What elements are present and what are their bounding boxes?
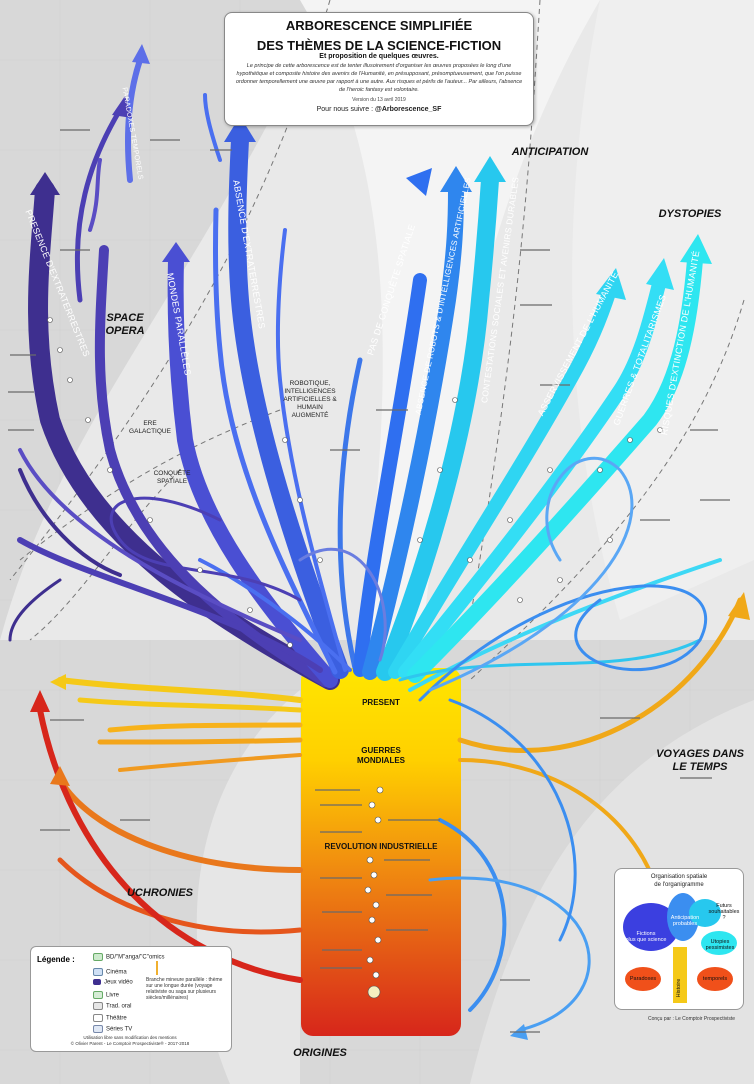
- trunk-label-present: PRESENT: [362, 698, 400, 707]
- title-line-1: ARBORESCENCE SIMPLIFIÉE: [285, 18, 473, 33]
- legend-item-bd: BD/"M"anga/"C"omics: [93, 953, 165, 961]
- org-diagram: [623, 893, 737, 1003]
- legend-item-cinema: Cinéma: [93, 968, 127, 976]
- org-label-fictions: Fictions plus que science: [625, 931, 667, 943]
- legend-branch-sample: [156, 961, 158, 975]
- title-box: ARBORESCENCE SIMPLIFIÉE DES THÈMES DE LA…: [224, 12, 534, 126]
- org-label-anticipation: Anticipation probables: [670, 915, 700, 927]
- book-icon: [93, 953, 103, 961]
- region-dystopies: DYSTOPIES: [658, 208, 722, 220]
- region-space-opera: SPACE OPERA: [105, 312, 145, 337]
- org-label-histoire: Histoire: [676, 978, 682, 998]
- follow-handle-link[interactable]: @Arborescence_SF: [375, 106, 442, 113]
- org-anticipation-shape: [667, 893, 699, 941]
- org-box: Organisation spatiale de l'organigramme …: [614, 868, 744, 1010]
- credit-line-1: Utilisation libre sans modification des …: [83, 1035, 177, 1040]
- credit-line-2: © Olivier Parent - Le Comptoir Prospecti…: [70, 1041, 190, 1046]
- label-robotique: ROBOTIQUE, INTELLIGENCES ARTIFICIELLES &…: [283, 380, 337, 419]
- org-utopies-shape: [701, 931, 737, 955]
- gamepad-icon: [93, 979, 101, 985]
- region-uchronies: UCHRONIES: [126, 887, 193, 899]
- legend-title: Légende :: [37, 955, 75, 964]
- legend-item-jeux-video: Jeux vidéo: [93, 979, 133, 986]
- org-temporels-shape: [697, 967, 733, 991]
- org-futurs-shape: [689, 899, 721, 927]
- org-label-utopies: Utopies pessimistes: [705, 939, 735, 951]
- org-paradoxes-shape: [625, 967, 661, 991]
- open-book-icon: [93, 991, 103, 999]
- cyan-branches: [376, 171, 722, 692]
- region-voyages-temps: VOYAGES DANS LE TEMPS: [656, 748, 744, 773]
- follow-text: Pour nous suivre : @Arborescence_SF: [225, 106, 533, 113]
- legend-box: Légende : BD/"M"anga/"C"omics Cinéma Jeu…: [30, 946, 232, 1052]
- legend-item-livre: Livre: [93, 991, 119, 999]
- legend-item-theatre: Théâtre: [93, 1014, 127, 1022]
- tv-icon: [93, 1025, 103, 1033]
- space-opera-arrowheads: [30, 44, 190, 262]
- subtitle: Et proposition de quelques œuvres.: [319, 53, 439, 60]
- label-conquete-spatiale: CONQUÊTE SPATIALE: [153, 470, 191, 485]
- legend-item-series-tv: Séries TV: [93, 1025, 132, 1033]
- title-line-2: DES THÈMES DE LA SCIENCE-FICTION: [256, 38, 502, 53]
- trunk-timeline: [301, 668, 461, 1036]
- intro-text: Le principe de cette arborescence est de…: [235, 63, 523, 93]
- speech-icon: [93, 1002, 103, 1010]
- credit-text: Utilisation libre sans modification des …: [30, 1035, 230, 1047]
- org-label-futurs: Futurs souhaitables ?: [708, 903, 740, 921]
- org-label-paradoxes: Paradoxes: [629, 976, 657, 982]
- trunk-label-guerres-mondiales: GUERRES MONDIALES: [357, 746, 405, 765]
- legend-branch-note: Branche mineure parallèle : thème sur un…: [146, 977, 223, 1001]
- label-ere-galactique: ERE GALACTIQUE: [129, 420, 171, 435]
- region-origines: ORIGINES: [293, 1047, 347, 1059]
- work-markers: [47, 317, 663, 999]
- film-icon: [93, 968, 103, 976]
- org-label-temporels: temporels: [702, 976, 728, 982]
- legend-item-trad-oral: Trad. oral: [93, 1002, 131, 1010]
- org-title: Organisation spatiale de l'organigramme: [650, 874, 708, 888]
- designer-signature: Conçu par : Le Comptoir Prospectiviste: [648, 1016, 735, 1022]
- theater-mask-icon: [93, 1014, 103, 1022]
- follow-prefix: Pour nous suivre :: [316, 106, 375, 113]
- org-histoire-shape: [673, 947, 687, 1003]
- cyan-arrowheads: [474, 156, 712, 300]
- trunk-label-revolution-industrielle: REVOLUTION INDUSTRIELLE: [324, 842, 438, 851]
- blue-arrowheads: [224, 116, 472, 196]
- region-anticipation: ANTICIPATION: [511, 146, 589, 158]
- uchronies-arrowheads: [30, 674, 70, 786]
- uchronies-branches: [37, 677, 303, 983]
- version-text: Version du 13 avril 2019: [352, 97, 406, 103]
- org-fictions-shape: [623, 903, 679, 951]
- work-captions: [8, 129, 730, 1033]
